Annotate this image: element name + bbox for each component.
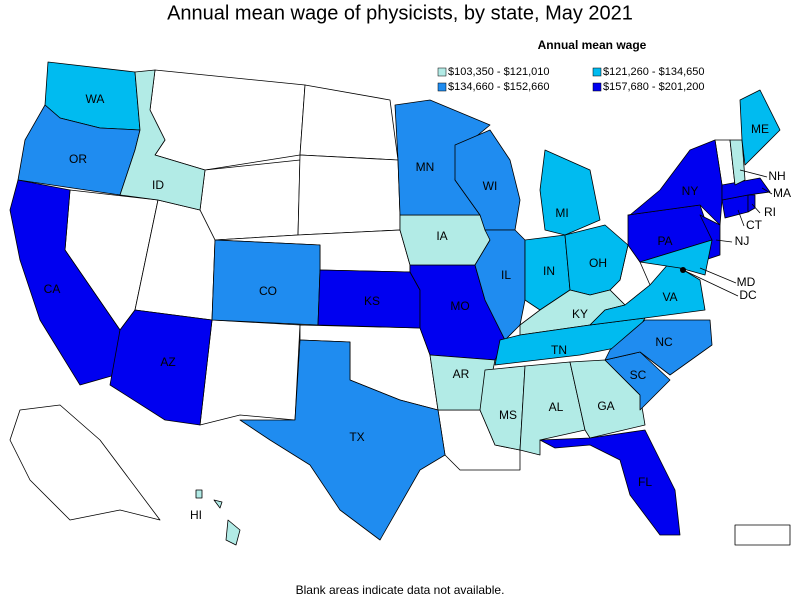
legend-label: $121,260 - $134,650 — [603, 66, 705, 78]
legend-swatch — [437, 67, 447, 77]
state-label: NC — [655, 335, 673, 349]
state-no-data — [297, 154, 401, 236]
state — [195, 489, 203, 499]
state-label: IA — [436, 229, 447, 243]
state-label: RI — [764, 205, 776, 219]
legend-swatch — [437, 82, 447, 92]
state — [479, 365, 526, 451]
state-label: TN — [551, 343, 567, 357]
leader-line — [751, 203, 761, 214]
leader-line — [715, 239, 733, 243]
leader-line — [739, 169, 768, 178]
legend-title: Annual mean wage — [538, 38, 647, 52]
state-no-data — [299, 84, 399, 161]
state-no-data — [199, 319, 301, 426]
state-label: DC — [739, 288, 757, 302]
state-label: AZ — [160, 355, 175, 369]
footnote: Blank areas indicate data not available. — [296, 583, 505, 597]
state — [589, 261, 706, 326]
legend-swatch — [592, 67, 602, 77]
no-data-states — [9, 69, 791, 546]
state-label: MO — [450, 299, 469, 313]
state-label: PA — [657, 234, 672, 248]
state-no-data — [149, 69, 306, 171]
state-label: IL — [501, 268, 511, 282]
state — [119, 69, 206, 211]
state-label: CO — [259, 284, 277, 298]
state — [211, 239, 321, 326]
state — [213, 499, 223, 509]
state-label: IN — [543, 264, 555, 278]
state-label: ME — [751, 122, 769, 136]
state — [604, 319, 713, 376]
legend-swatch — [592, 82, 602, 92]
state — [539, 149, 601, 236]
state-label: ID — [152, 178, 164, 192]
state-label: KS — [364, 294, 380, 308]
state-label: MN — [416, 160, 435, 174]
state — [225, 519, 241, 546]
state-label: TX — [349, 430, 364, 444]
state — [739, 89, 781, 166]
map-title: Annual mean wage of physicists, by state… — [167, 2, 633, 24]
state-label: NH — [768, 169, 785, 183]
state-label: GA — [597, 399, 614, 413]
leader-line — [682, 269, 739, 297]
state-label: CT — [746, 218, 763, 232]
state — [747, 194, 756, 213]
legend-label: $157,680 - $201,200 — [603, 81, 705, 93]
state-label: MI — [555, 206, 568, 220]
state — [639, 239, 713, 276]
legend-label: $103,350 - $121,010 — [448, 66, 550, 78]
state-label: WA — [86, 92, 105, 106]
state — [539, 429, 681, 536]
state-label: AL — [549, 400, 564, 414]
state — [9, 179, 121, 386]
state — [729, 139, 746, 186]
state-label: FL — [638, 475, 652, 489]
state-label: MD — [737, 275, 756, 289]
state-label: NY — [682, 184, 699, 198]
state-label: SC — [630, 368, 647, 382]
state-label: OR — [69, 152, 87, 166]
state-label: MA — [773, 186, 791, 200]
state-label: OH — [589, 256, 607, 270]
state-no-data — [199, 159, 301, 241]
state — [239, 339, 446, 541]
state-label: HI — [190, 508, 202, 522]
state-label: MS — [499, 408, 517, 422]
state-label: NJ — [735, 234, 750, 248]
state-label: WI — [483, 179, 498, 193]
state-no-data — [9, 404, 161, 521]
state-no-data — [734, 524, 791, 546]
state — [721, 177, 771, 201]
leader-line — [699, 267, 737, 284]
leader-line — [761, 187, 773, 195]
state-label: CA — [44, 282, 61, 296]
legend-label: $134,660 - $152,660 — [448, 81, 550, 93]
leader-line — [737, 209, 745, 227]
state — [699, 214, 721, 261]
state-label: AR — [453, 367, 470, 381]
state — [474, 229, 526, 341]
state-label: KY — [572, 307, 588, 321]
state-label: VA — [662, 290, 677, 304]
